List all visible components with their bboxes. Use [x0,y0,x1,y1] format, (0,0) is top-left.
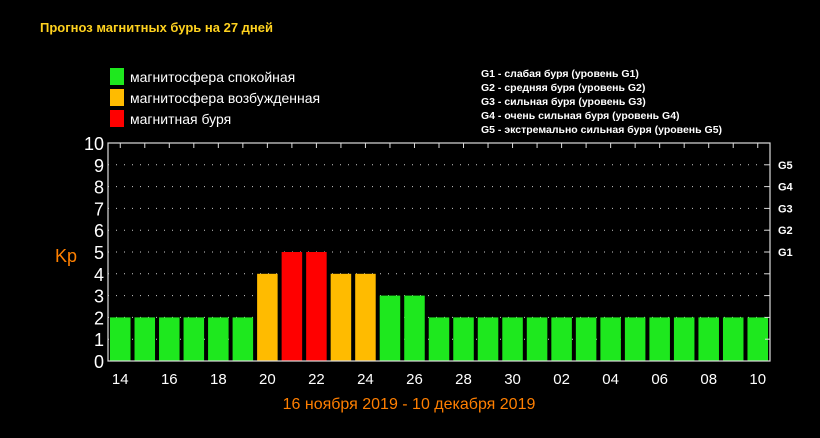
legend-label: магнитосфера возбужденная [130,89,321,106]
g-legend-item: G5 - экстремально сильная буря (уровень … [481,124,723,136]
y-tick-label: 6 [94,221,104,241]
x-tick-label: 02 [553,371,570,388]
bar-09 [722,317,744,361]
y-tick-label: 8 [94,178,104,198]
y-tick-label: 5 [94,243,104,263]
g-level-legend: G1 - слабая буря (уровень G1) G2 - средн… [481,67,722,137]
legend-swatch [110,110,124,127]
y-tick-label: 9 [94,156,104,176]
g-level-label: G3 [778,203,793,215]
bar-28 [453,317,474,361]
legend-swatch [110,89,124,106]
x-axis-label: 16 ноября 2019 - 10 декабря 2019 [283,396,536,413]
y-tick-label: 10 [84,134,104,154]
x-tick-label: 28 [455,371,472,388]
x-tick-label: 20 [259,371,276,388]
x-tick-label: 04 [602,371,619,388]
page-title: Прогноз магнитных бурь на 27 дней [40,20,273,35]
legend-item-storm: магнитная буря [110,108,320,129]
g-legend-item: G3 - сильная буря (уровень G3) [481,96,646,108]
bar-19 [232,317,254,361]
legend-item-calm: магнитосфера спокойная [110,66,320,87]
y-tick-label: 0 [94,352,104,372]
x-tick-label: 24 [357,371,374,388]
g-level-label: G5 [778,160,793,172]
x-tick-label: 18 [210,371,227,388]
bar-20 [257,273,278,361]
bar-16 [159,317,180,361]
legend-item-excited: магнитосфера возбужденная [110,87,320,108]
g-level-label: G2 [778,225,793,237]
bar-17 [183,317,205,361]
x-tick-label: 14 [112,371,129,388]
g-level-label: G4 [778,182,794,194]
bar-24 [355,273,376,361]
y-tick-label: 3 [94,287,104,307]
y-tick-label: 7 [94,199,104,219]
legend-label: магнитная буря [130,110,232,127]
bar-18 [208,317,229,361]
bar-03 [575,317,597,361]
bar-10 [747,317,768,361]
g-level-label: G1 [778,247,793,259]
bar-05 [624,317,646,361]
bar-26 [404,295,425,361]
status-legend: магнитосфера спокойная магнитосфера возб… [110,66,320,129]
x-tick-label: 26 [406,371,423,388]
g-legend-item: G2 - средняя буря (уровень G2) [481,82,646,94]
bar-21 [281,252,303,361]
bar-22 [306,252,327,361]
x-tick-label: 06 [651,371,668,388]
bar-29 [477,317,499,361]
bar-07 [673,317,695,361]
bar-02 [551,317,572,361]
x-tick-label: 22 [308,371,325,388]
bar-06 [649,317,670,361]
x-tick-label: 16 [161,371,178,388]
legend-swatch [110,68,124,85]
bar-27 [428,317,450,361]
bar-04 [600,317,621,361]
x-tick-label: 30 [504,371,521,388]
bar-23 [330,273,352,361]
bar-01 [526,317,548,361]
bar-14 [110,317,131,361]
y-tick-label: 1 [94,330,104,350]
legend-label: магнитосфера спокойная [130,68,296,85]
x-tick-label: 08 [700,371,717,388]
x-tick-label: 10 [749,371,766,388]
g-legend-item: G4 - очень сильная буря (уровень G4) [481,110,680,122]
bar-25 [379,295,401,361]
bar-30 [502,317,523,361]
bar-15 [134,317,156,361]
bar-08 [698,317,719,361]
y-tick-label: 2 [94,308,104,328]
y-tick-label: 4 [94,265,104,285]
g-legend-item: G1 - слабая буря (уровень G1) [481,68,639,80]
y-axis-label: Kp [55,246,77,266]
